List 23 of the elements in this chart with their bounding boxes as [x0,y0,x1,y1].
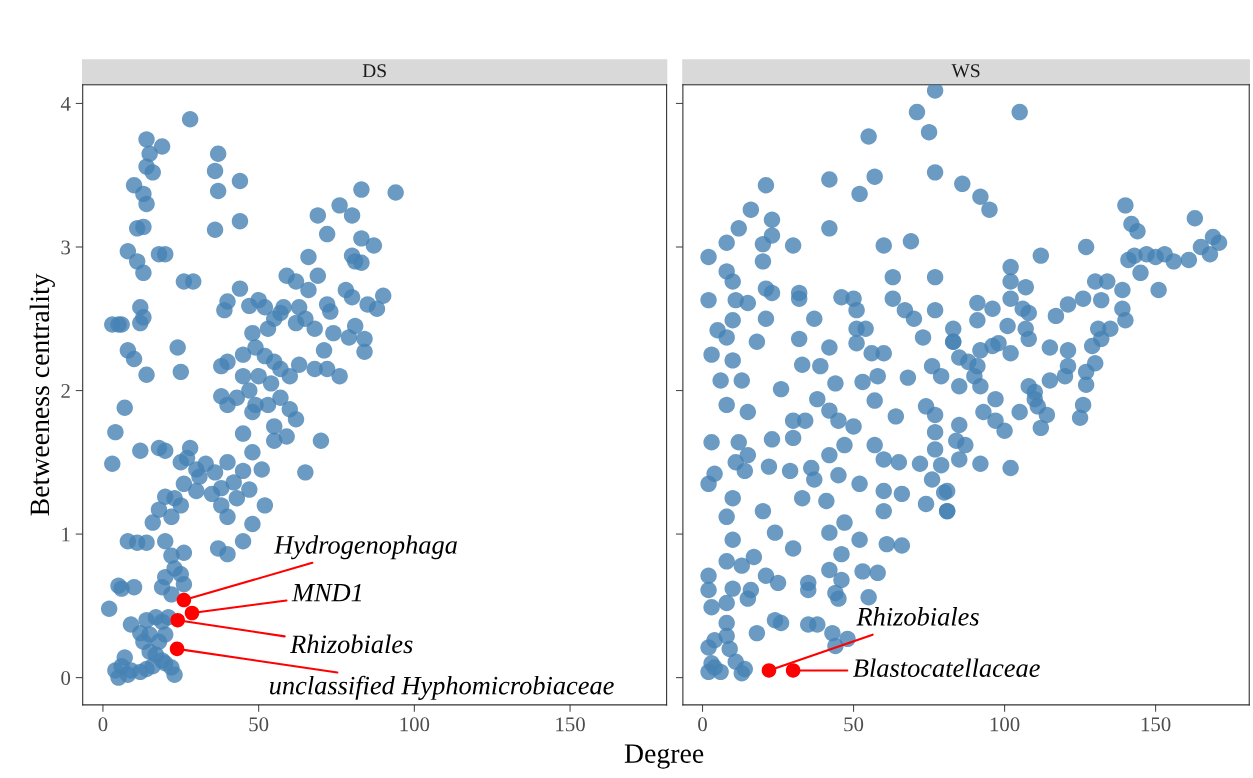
x-tick-label: 150 [1141,717,1171,732]
x-tick-label: 50 [844,717,864,732]
y-tick-label: 4 [60,96,71,111]
y-tick-label: 1 [62,527,70,542]
annotation: MND1 [291,583,362,602]
y-tick-label: 3 [61,240,71,255]
x-tick-label: 50 [249,717,269,732]
y-tick-label: 0 [61,670,71,686]
annotation: Rhizobiales [856,607,979,626]
x-tick-label: 150 [556,717,585,732]
chart-title: DS [362,64,386,78]
x-axis-title: Degree [624,744,704,769]
x-tick-label: 100 [400,717,430,732]
x-tick-label: 100 [990,717,1020,732]
annotation: Blastocatellaceae [853,658,1040,678]
x-tick-label: 0 [98,717,108,732]
x-tick-label: 0 [698,717,707,732]
y-axis-title: Betweeness centrality [29,273,55,516]
chart-title: WS [951,64,980,78]
annotation: unclassified Hyphomicrobiaceae [270,675,614,700]
y-tick-label: 2 [61,383,70,398]
annotation: Hydrogenophaga [273,535,457,560]
annotation: Rhizobiales [290,634,413,654]
